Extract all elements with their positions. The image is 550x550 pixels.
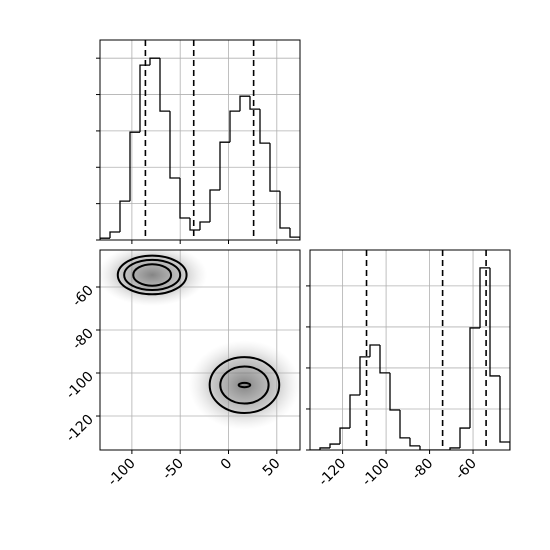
histogram-step (249, 96, 260, 110)
histogram-step (419, 445, 430, 450)
histogram-step (339, 427, 350, 445)
histogram-step (209, 189, 220, 222)
y-tick-label: -80 (69, 326, 96, 353)
histogram-step (279, 191, 290, 229)
histogram-step (189, 218, 200, 231)
panel-frame (309, 249, 511, 451)
histogram-step (169, 111, 180, 179)
histogram-step (149, 57, 160, 66)
histogram-step (349, 394, 360, 429)
histogram-step (479, 267, 490, 328)
histogram-step (199, 221, 210, 230)
panel (100, 250, 300, 450)
contour (208, 356, 281, 415)
histogram-step (269, 143, 280, 192)
panel (310, 250, 510, 450)
panel-frame (99, 249, 301, 451)
histogram-step (449, 447, 460, 450)
histogram-step (459, 427, 470, 448)
y-tick-label: -120 (63, 412, 97, 446)
contour (123, 258, 182, 291)
histogram-step (259, 109, 270, 144)
histogram-step (359, 356, 370, 396)
histogram-step (219, 141, 230, 190)
x-tick-label: 0 (218, 456, 236, 474)
contour (237, 381, 252, 389)
x-tick-label: -100 (105, 456, 139, 490)
histogram-step (319, 447, 330, 450)
histogram-step (469, 327, 480, 429)
histogram-step (499, 375, 510, 450)
panel-frame (99, 39, 301, 241)
panel (100, 40, 300, 240)
contour (116, 254, 188, 296)
density-cloud (100, 250, 208, 306)
x-tick-label: 50 (260, 456, 284, 480)
histogram-step (109, 231, 120, 239)
histogram-step (159, 58, 170, 112)
histogram-step (379, 344, 390, 374)
histogram-step (119, 200, 130, 232)
histogram-step (489, 267, 500, 377)
histogram-step (409, 437, 420, 447)
histogram-step (100, 237, 110, 240)
x-tick-label: -120 (316, 456, 350, 490)
histogram-step (139, 64, 150, 133)
histogram-step (399, 410, 410, 439)
contour (219, 365, 270, 405)
y-tick-label: -100 (63, 369, 97, 403)
x-tick-label: -60 (452, 456, 479, 483)
y-tick-label: -60 (69, 283, 96, 310)
histogram-step (239, 95, 250, 112)
histogram-step (329, 443, 340, 448)
density-cloud (188, 340, 300, 430)
histogram-step (129, 131, 140, 202)
x-tick-label: -50 (160, 456, 187, 483)
histogram-step (389, 372, 400, 411)
histogram-step (229, 110, 240, 143)
histogram-step (369, 344, 380, 357)
histogram-step (179, 178, 190, 219)
contour (132, 263, 173, 287)
x-tick-label: -100 (359, 456, 393, 490)
histogram-step (289, 228, 300, 240)
x-tick-label: -80 (409, 456, 436, 483)
